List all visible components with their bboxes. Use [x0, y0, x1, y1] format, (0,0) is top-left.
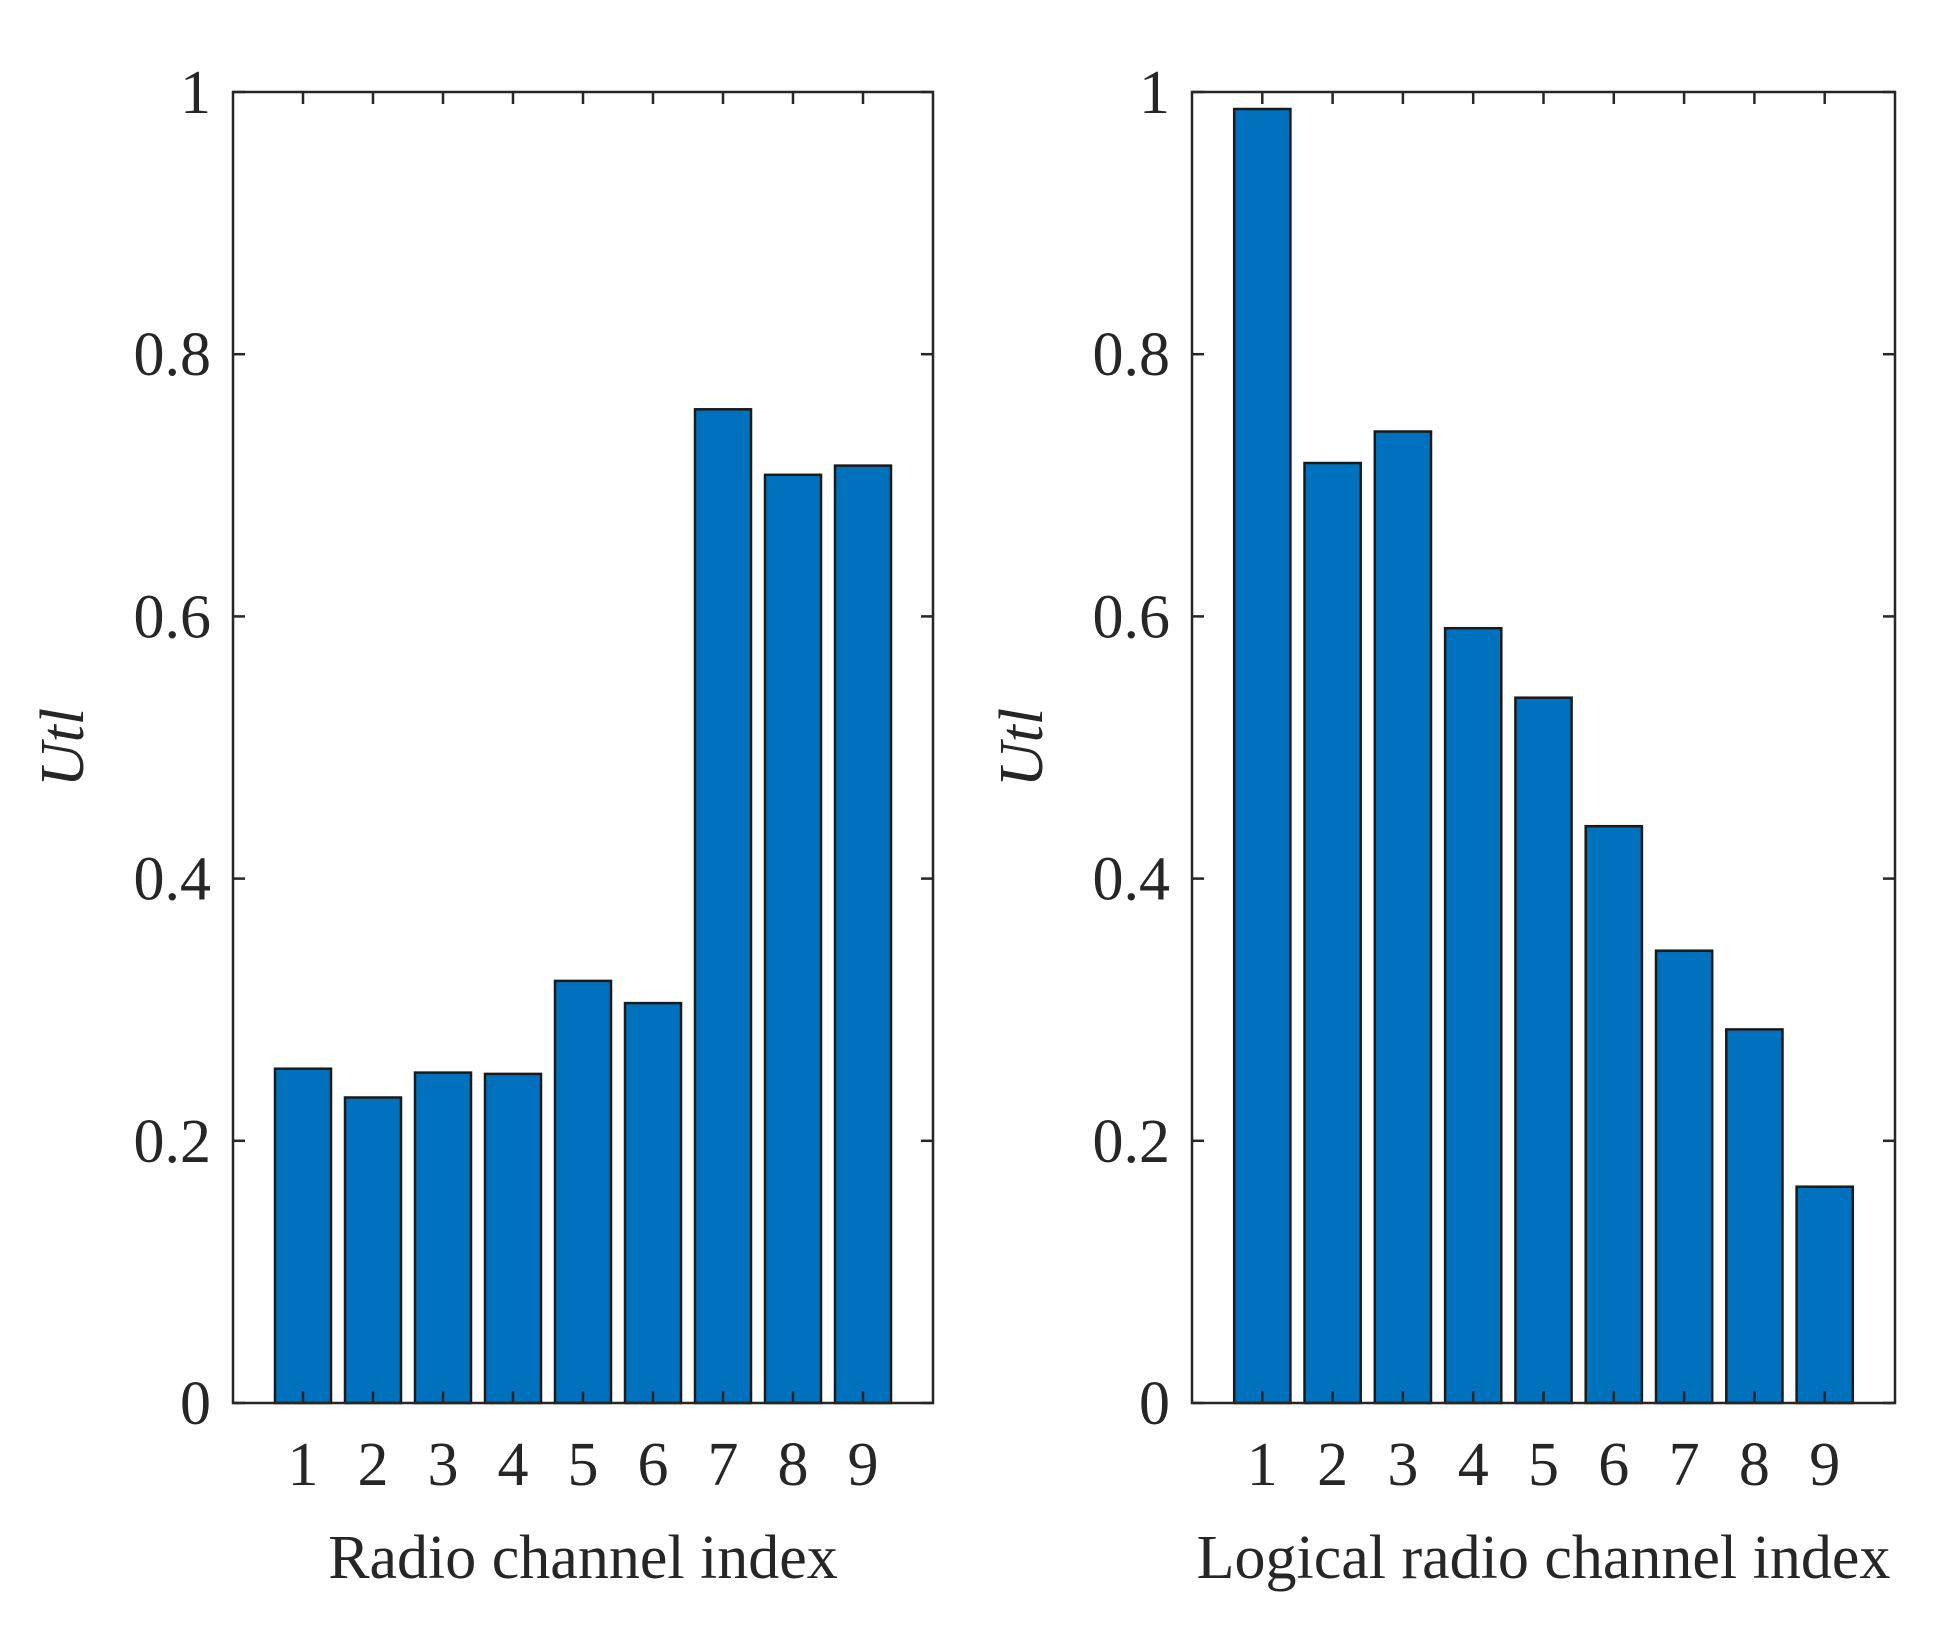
y-tick-label: 1: [180, 59, 211, 127]
x-tick-label: 9: [848, 1431, 879, 1499]
x-tick-label: 8: [778, 1431, 809, 1499]
bar-9: [833, 464, 893, 1405]
y-tick-label: 0.6: [1093, 583, 1171, 651]
x-tick-label: 8: [1739, 1431, 1770, 1499]
y-tick-label: 0: [1139, 1370, 1170, 1438]
x-tick-label: 5: [1528, 1431, 1559, 1499]
x-axis-label: Logical radio channel index: [1197, 1524, 1891, 1592]
bar-4: [483, 1072, 543, 1405]
y-tick-label: 0.2: [134, 1108, 212, 1176]
y-axis-label: Utl: [988, 708, 1056, 787]
x-tick-label: 1: [288, 1431, 319, 1499]
x-tick-label: 5: [568, 1431, 599, 1499]
bar-2: [343, 1096, 403, 1405]
y-tick-label: 0.8: [1093, 321, 1171, 389]
x-tick-label: 3: [428, 1431, 459, 1499]
x-tick-label: 4: [1458, 1431, 1489, 1499]
y-tick-label: 1: [1139, 59, 1170, 127]
x-axis-label: Radio channel index: [328, 1524, 838, 1592]
x-tick-label: 9: [1809, 1431, 1840, 1499]
y-tick-label: 0.2: [1093, 1108, 1171, 1176]
y-tick-label: 0: [180, 1370, 211, 1438]
x-tick-label: 6: [638, 1431, 669, 1499]
bar-3: [413, 1071, 473, 1405]
bar-5: [1514, 696, 1573, 1405]
x-tick-label: 4: [498, 1431, 529, 1499]
y-tick-label: 0.8: [134, 321, 212, 389]
x-tick-label: 1: [1247, 1431, 1278, 1499]
y-tick-label: 0.6: [134, 583, 212, 651]
bar-6: [1584, 824, 1644, 1405]
y-tick-label: 0.4: [1093, 846, 1171, 914]
x-tick-label: 6: [1598, 1431, 1629, 1499]
bar-8: [763, 473, 823, 1405]
bar-6: [623, 1001, 683, 1405]
bar-5: [553, 979, 613, 1405]
y-tick-label: 0.4: [134, 846, 212, 914]
bar-3: [1373, 430, 1433, 1405]
bar-7: [693, 408, 753, 1405]
bar-2: [1303, 461, 1362, 1405]
x-tick-label: 7: [1669, 1431, 1700, 1499]
x-tick-label: 2: [1317, 1431, 1348, 1499]
bar-4: [1443, 626, 1503, 1405]
bar-8: [1725, 1028, 1784, 1405]
bar-9: [1795, 1185, 1855, 1405]
x-tick-label: 3: [1387, 1431, 1418, 1499]
y-axis-label: Utl: [29, 708, 97, 787]
x-tick-label: 2: [358, 1431, 389, 1499]
bar-1: [273, 1067, 333, 1405]
bar-7: [1654, 949, 1714, 1405]
bar-1: [1232, 107, 1292, 1405]
x-tick-label: 7: [708, 1431, 739, 1499]
